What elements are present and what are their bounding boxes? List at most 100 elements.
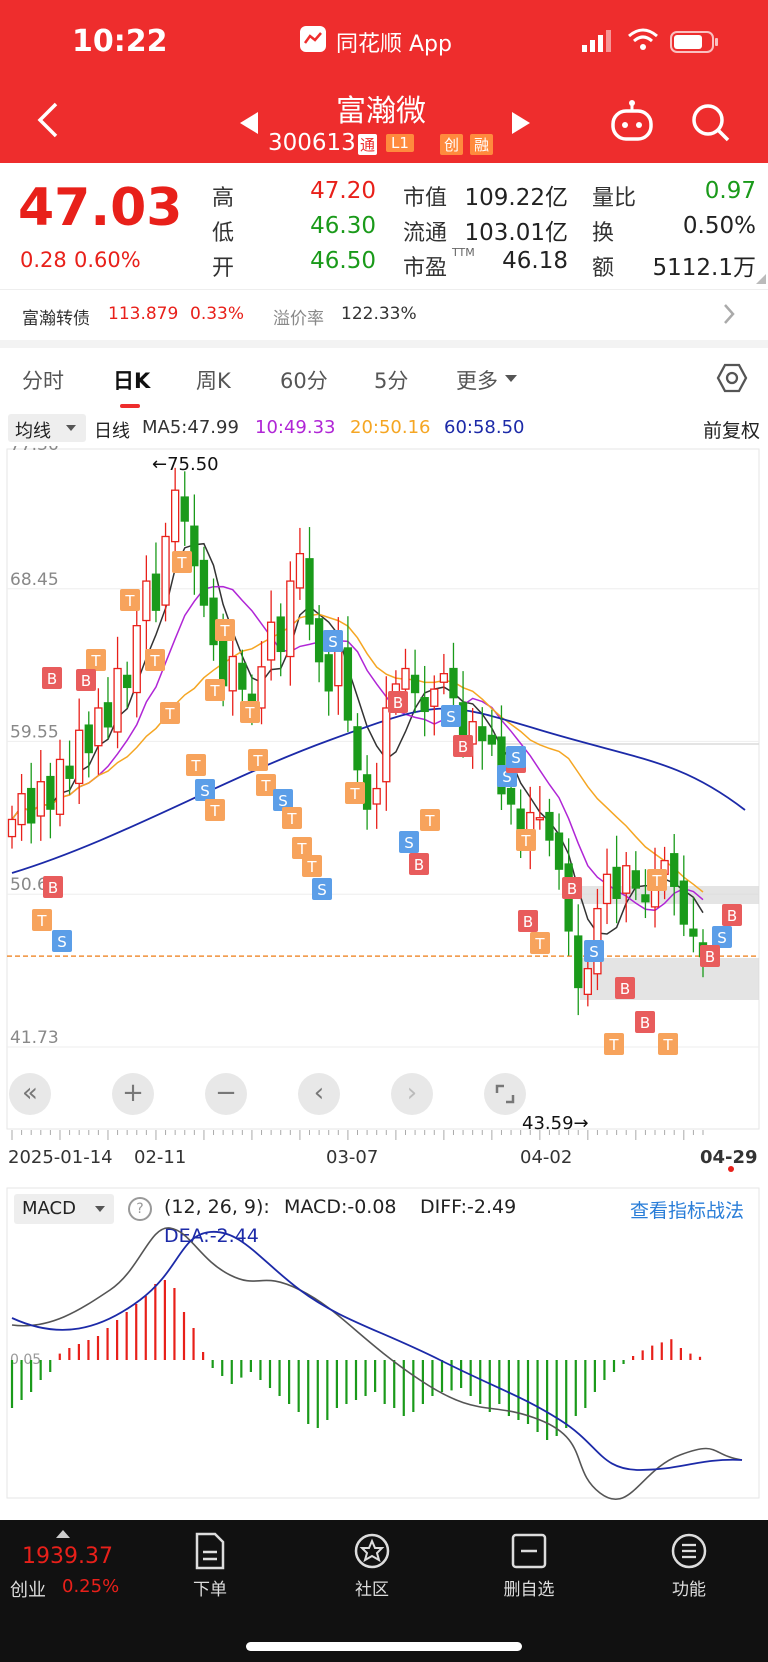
candle-body bbox=[612, 866, 621, 899]
ma60-value: 60:58.50 bbox=[444, 417, 525, 438]
svg-text:T: T bbox=[608, 1036, 619, 1054]
fullscreen-button[interactable] bbox=[484, 1073, 526, 1115]
candle-body bbox=[487, 734, 497, 745]
macd-selector-label: MACD bbox=[22, 1198, 76, 1219]
robot-icon[interactable] bbox=[610, 100, 654, 148]
candle-body bbox=[190, 525, 199, 567]
zoom-collapse-button[interactable]: « bbox=[9, 1073, 51, 1115]
badge-chuang: 创 bbox=[440, 134, 464, 155]
trade-marker-b: B bbox=[453, 735, 473, 757]
candle-body bbox=[276, 616, 285, 653]
macd-selector[interactable]: MACD bbox=[14, 1194, 114, 1224]
ma-selector[interactable]: 均线 bbox=[8, 414, 86, 442]
candle-body bbox=[286, 580, 295, 658]
candle-body bbox=[574, 935, 583, 989]
svg-text:T: T bbox=[209, 802, 220, 820]
candle-body bbox=[113, 667, 122, 733]
svg-text:T: T bbox=[296, 840, 307, 858]
trade-marker-b: B bbox=[722, 904, 742, 926]
x-axis-label: 04-02 bbox=[520, 1147, 572, 1168]
expand-corner-icon[interactable] bbox=[756, 274, 766, 284]
trade-marker-b: B bbox=[409, 853, 429, 875]
trade-marker-t: T bbox=[292, 837, 312, 859]
diff-value: DIFF:-2.49 bbox=[420, 1196, 517, 1218]
signal-icon bbox=[582, 30, 612, 56]
community-icon bbox=[354, 1533, 390, 1569]
tab-weekly-k[interactable]: 周K bbox=[196, 369, 231, 393]
trade-marker-b: B bbox=[42, 667, 62, 689]
trade-marker-s: S bbox=[323, 630, 343, 652]
nav-community[interactable]: 社区 bbox=[317, 1532, 427, 1600]
active-tab-indicator bbox=[120, 404, 140, 408]
svg-text:T: T bbox=[90, 652, 101, 670]
trade-marker-t: T bbox=[302, 855, 322, 877]
low-note: 43.59→ bbox=[522, 1113, 589, 1134]
svg-text:S: S bbox=[328, 633, 338, 651]
trade-marker-s: S bbox=[399, 831, 419, 853]
tab-daily-k[interactable]: 日K bbox=[113, 369, 151, 393]
nav-order[interactable]: 下单 bbox=[155, 1532, 265, 1600]
volume-ratio-value: 0.97 bbox=[704, 178, 756, 204]
trade-marker-b: B bbox=[562, 877, 582, 899]
candle-body bbox=[439, 673, 449, 683]
candle-body bbox=[670, 853, 679, 887]
bond-row[interactable]: 富瀚转债 113.879 0.33% 溢价率 122.33% bbox=[0, 290, 768, 340]
indicator-strategy-link[interactable]: 查看指标战法 bbox=[630, 1200, 745, 1222]
candle-body bbox=[36, 781, 45, 817]
trade-marker-t: T bbox=[145, 649, 165, 671]
next-stock-icon[interactable] bbox=[510, 110, 532, 140]
trade-marker-t: T bbox=[172, 551, 192, 573]
trade-marker-t: T bbox=[215, 619, 235, 641]
tab-5min[interactable]: 5分 bbox=[374, 369, 409, 393]
trade-marker-t: T bbox=[256, 774, 276, 796]
candle-body bbox=[449, 667, 458, 699]
scroll-right-button[interactable]: › bbox=[391, 1073, 433, 1115]
svg-text:B: B bbox=[47, 670, 57, 688]
app-header: 10:22 同花顺 App 富瀚微 300613 通 L1 创 融 bbox=[0, 0, 768, 163]
candle-body bbox=[324, 654, 333, 692]
svg-text:B: B bbox=[640, 1014, 650, 1032]
nav-functions[interactable]: 功能 bbox=[634, 1532, 744, 1600]
candle-body bbox=[602, 873, 612, 905]
y-axis-label: 59.55 bbox=[10, 722, 59, 742]
stock-code: 300613 bbox=[268, 130, 356, 156]
candle-body bbox=[257, 666, 266, 709]
zoom-in-button[interactable]: + bbox=[112, 1073, 154, 1115]
svg-text:T: T bbox=[520, 832, 531, 850]
trade-marker-s: S bbox=[312, 878, 332, 900]
back-icon[interactable] bbox=[34, 100, 64, 144]
index-name: 创业 bbox=[10, 1580, 46, 1601]
divider bbox=[0, 289, 768, 290]
candle-body bbox=[132, 625, 141, 694]
svg-text:T: T bbox=[149, 652, 160, 670]
tab-60min[interactable]: 60分 bbox=[280, 369, 328, 393]
adjust-mode[interactable]: 前复权 bbox=[703, 420, 761, 442]
svg-text:B: B bbox=[567, 880, 577, 898]
trade-marker-b: B bbox=[388, 691, 408, 713]
prev-stock-icon[interactable] bbox=[238, 110, 260, 140]
app-label: 同花顺 App bbox=[336, 32, 452, 57]
candle-body bbox=[689, 928, 698, 937]
volume-ratio-label: 量比 bbox=[592, 186, 637, 211]
price-change: 0.28 bbox=[20, 248, 67, 272]
badge-l1: L1 bbox=[386, 134, 414, 152]
svg-text:S: S bbox=[278, 792, 288, 810]
svg-text:S: S bbox=[446, 708, 456, 726]
tab-more[interactable]: 更多 bbox=[456, 369, 498, 393]
tab-fenshi[interactable]: 分时 bbox=[22, 369, 64, 393]
settings-hexagon-icon[interactable] bbox=[716, 362, 748, 398]
pe-value: 46.18 bbox=[502, 248, 568, 274]
help-icon[interactable]: ? bbox=[128, 1197, 152, 1221]
nav-order-label: 下单 bbox=[193, 1580, 227, 1600]
low-label: 低 bbox=[212, 221, 235, 246]
scroll-left-button[interactable]: ‹ bbox=[298, 1073, 340, 1115]
y-axis-label: 68.45 bbox=[10, 570, 59, 590]
zoom-out-button[interactable]: − bbox=[205, 1073, 247, 1115]
svg-text:T: T bbox=[651, 872, 662, 890]
nav-functions-label: 功能 bbox=[672, 1580, 706, 1600]
search-icon[interactable] bbox=[690, 102, 732, 148]
candle-body bbox=[641, 894, 650, 903]
nav-remove-watchlist[interactable]: 删自选 bbox=[474, 1532, 584, 1600]
svg-text:S: S bbox=[57, 933, 67, 951]
